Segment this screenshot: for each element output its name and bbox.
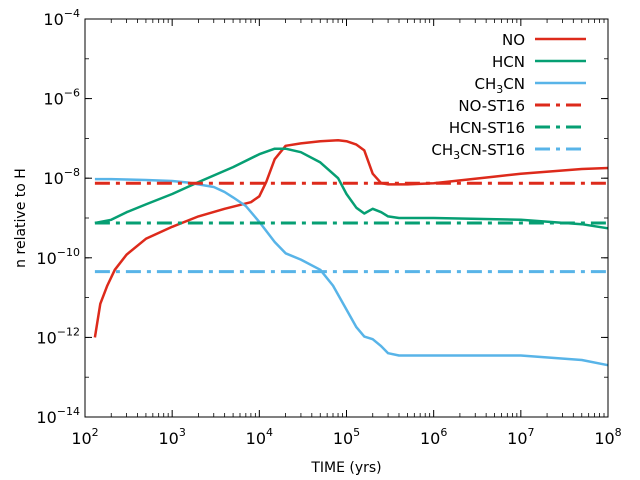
legend-entry-no: NO: [502, 31, 586, 49]
y-tick-label: 10−4: [43, 7, 80, 29]
legend-entry-hcn: HCN: [492, 53, 586, 71]
legend-label: CH3CN-ST16: [431, 141, 525, 162]
y-tick-label: 10−6: [43, 87, 80, 109]
ticks-layer: 102 103 104 105 106 107 108 10−14 10−12 10−10 10−8…: [36, 7, 621, 448]
x-tick-label: 105: [333, 426, 360, 448]
x-tick-label: 108: [594, 426, 621, 448]
legend-label: CH3CN: [475, 75, 525, 96]
y-tick-label: 10−12: [36, 325, 80, 347]
legend-label: NO: [502, 31, 525, 49]
x-tick-label: 102: [71, 426, 98, 448]
legend-label: HCN-ST16: [449, 119, 525, 137]
x-tick-label: 103: [158, 426, 185, 448]
x-axis-label: TIME (yrs): [310, 460, 381, 476]
series-line-hcn: [94, 147, 609, 230]
x-tick-label: 106: [420, 426, 447, 448]
y-axis-label: n relative to H: [13, 168, 29, 268]
legend-entry-hcn-st16: HCN-ST16: [449, 119, 586, 137]
y-tick-label: 10−8: [43, 166, 80, 188]
series-line-no: [93, 138, 609, 338]
legend-label: NO-ST16: [458, 97, 525, 115]
legend-entry-no-st16: NO-ST16: [458, 97, 586, 115]
x-tick-label: 107: [507, 426, 534, 448]
x-tick-label: 104: [246, 426, 273, 448]
legend-label: HCN: [492, 53, 525, 71]
y-tick-label: 10−14: [36, 405, 80, 427]
series-lines-layer: [93, 138, 609, 367]
legend-entry-ch3cn: CH3CN: [475, 75, 586, 96]
plot-frame: [84, 18, 609, 418]
y-tick-label: 10−10: [36, 246, 80, 268]
legend-entry-ch3cn-st16: CH3CN-ST16: [431, 141, 586, 162]
